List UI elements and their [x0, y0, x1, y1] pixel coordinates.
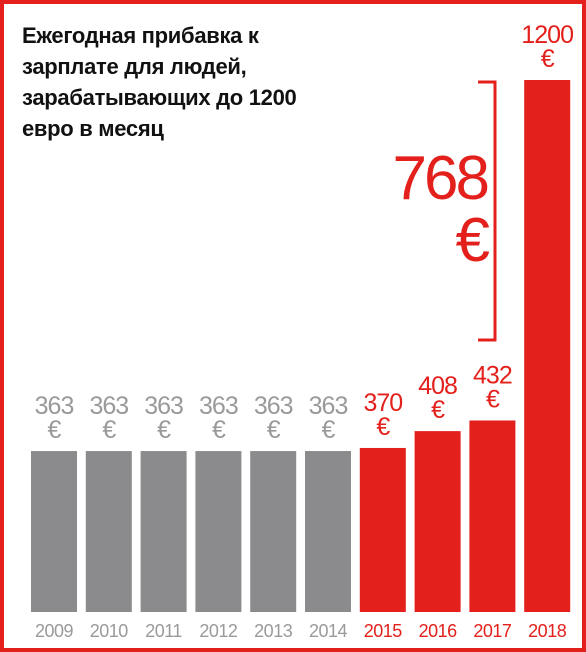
bar [85, 451, 132, 612]
bar [305, 451, 351, 612]
x-tick-label: 2017 [473, 621, 512, 641]
value-label: 363 € [89, 392, 128, 444]
x-tick-label: 2010 [90, 621, 129, 641]
x-tick-label: 2009 [35, 621, 74, 641]
value-label: 370 € [363, 389, 402, 441]
value-label: 408 € [418, 372, 457, 424]
value-label: 363 € [35, 392, 74, 444]
x-tick-label: 2016 [419, 621, 458, 641]
bar [414, 431, 461, 612]
x-tick-label: 2014 [309, 621, 348, 641]
value-label: 363 € [309, 392, 348, 444]
x-tick-label: 2013 [254, 621, 293, 641]
value-label: 363 € [144, 392, 183, 444]
chart-title: Ежегодная прибавка к зарплате для людей,… [22, 23, 297, 141]
x-tick-label: 2012 [199, 621, 238, 641]
bar [140, 451, 187, 612]
x-tick-label: 2018 [528, 621, 567, 641]
bar [359, 447, 406, 612]
x-tick-label: 2015 [364, 621, 403, 641]
value-label: 363 € [254, 392, 293, 444]
bar [195, 451, 242, 612]
bar [250, 451, 297, 612]
value-label: 363 € [199, 392, 238, 444]
value-label: 432 € [473, 361, 512, 413]
annotation: 768 € [393, 144, 490, 275]
bar [469, 420, 516, 612]
bracket [478, 80, 497, 342]
x-tick-label: 2011 [145, 621, 182, 641]
value-label: 1200 € [521, 21, 573, 73]
bar [524, 80, 571, 612]
bar [31, 451, 77, 612]
